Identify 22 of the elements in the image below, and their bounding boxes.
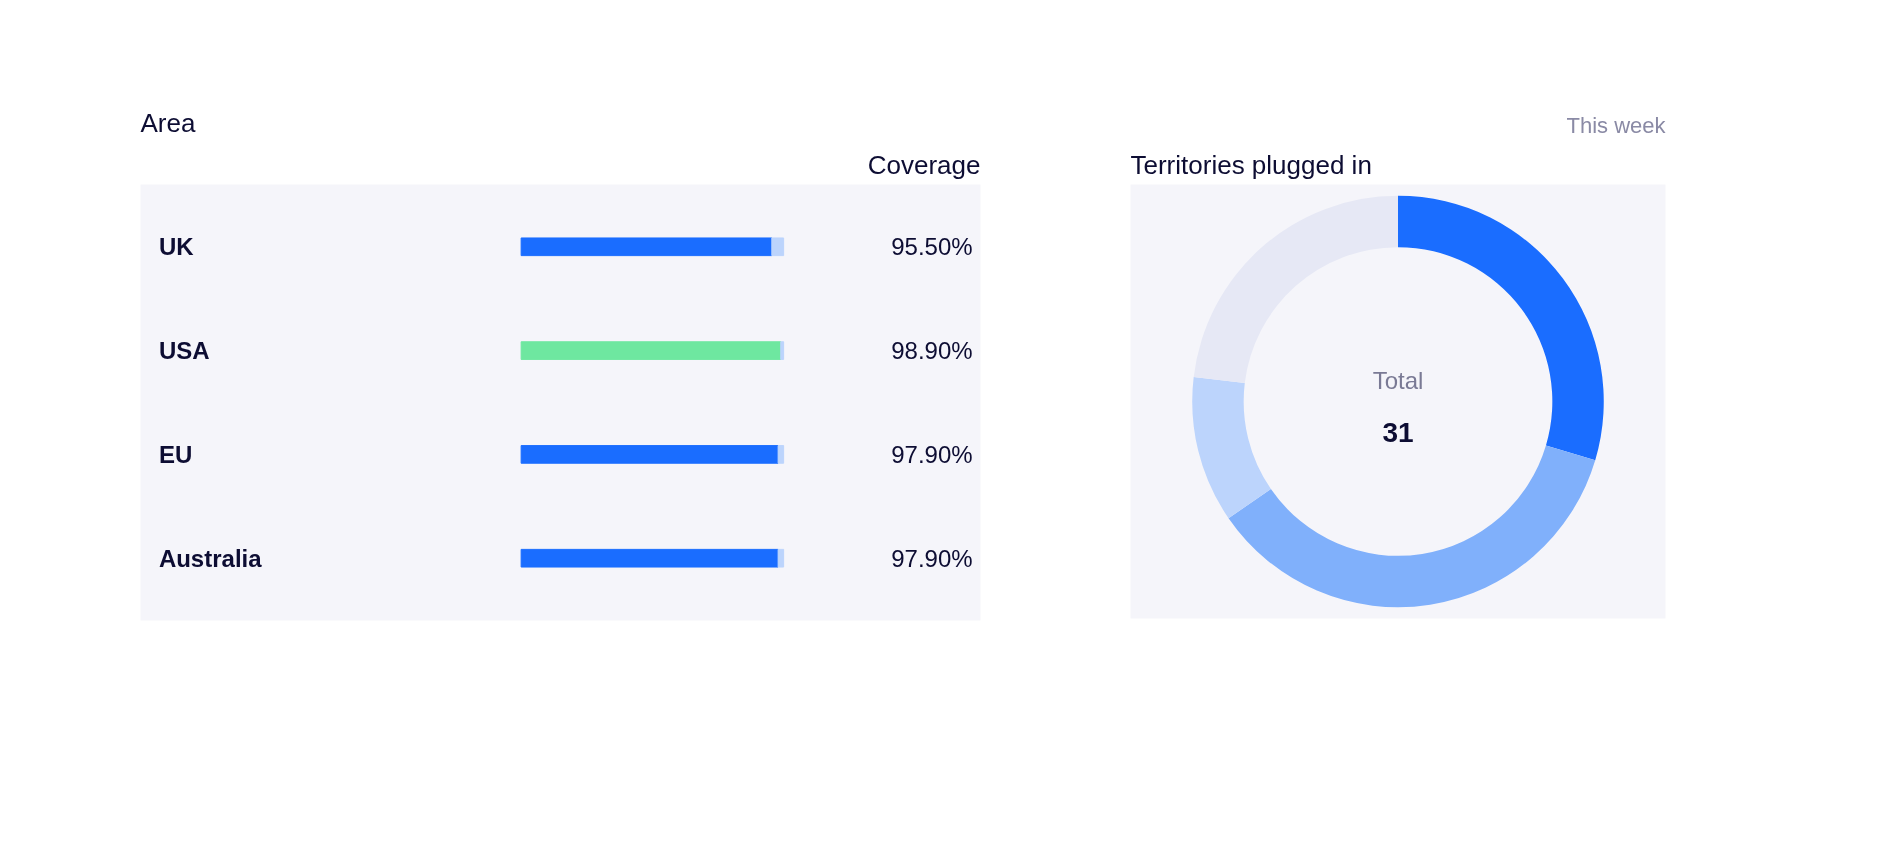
y-tick-label: USA [158,337,210,365]
x-axis-title: Coverage [867,149,981,180]
y-tick-label: UK [158,233,195,261]
bar [777,548,785,568]
text: Total [1372,367,1424,395]
data-label: 95.50% [891,233,973,261]
chart-subtitle: This week [1566,112,1667,138]
bar [520,341,782,360]
y-tick-label: EU [158,440,193,468]
text: 31 [1382,417,1414,449]
bar [771,237,785,257]
bar [520,445,779,464]
y-tick-label: Australia [158,544,263,572]
bar [520,548,779,568]
text: Area [140,107,196,138]
data-label: 98.90% [891,337,973,365]
chart-title: Territories plugged in [1130,149,1372,180]
data-label: 97.90% [891,544,973,572]
bar [780,341,785,360]
bar [520,237,773,257]
bar [777,445,785,464]
data-label: 97.90% [891,440,973,468]
